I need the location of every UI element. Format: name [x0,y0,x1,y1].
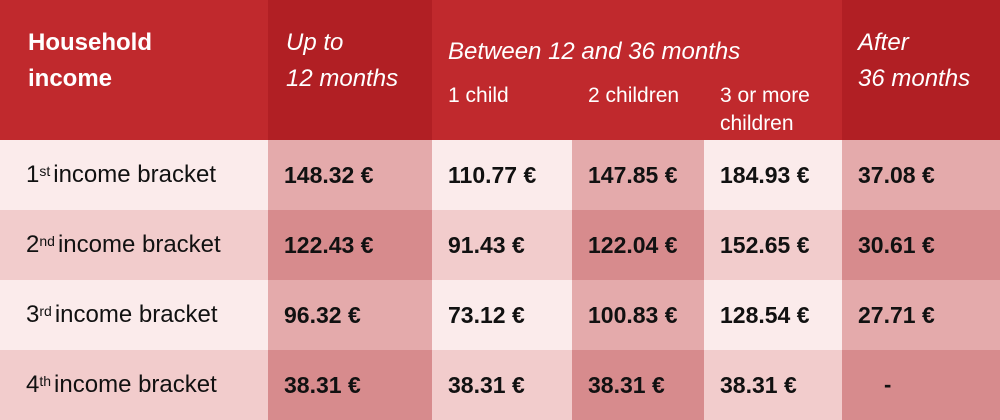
value-1-child: 110.77 € [432,140,572,210]
row-number: 3 [26,301,40,328]
row-ordinal-suffix: nd [39,233,55,249]
header-up-to-line1: Up to [286,29,344,56]
row-label-text: income bracket [54,301,218,328]
value-after-36-months: - [842,350,1000,420]
value-3-or-more-children: 152.65 € [704,210,842,280]
value-1-child: 73.12 € [432,280,572,350]
subheader-2-children: 2 children [572,80,704,140]
subheader-3-more-line1: 3 or more [720,84,810,107]
subheader-1-child: 1 child [432,80,572,140]
value-2-children: 122.04 € [572,210,704,280]
value-3-or-more-children: 38.31 € [704,350,842,420]
header-up-to-line2: 12 months [286,65,399,92]
value-up-to-12-months: 148.32 € [268,140,432,210]
header-household-income-line2: income [28,65,113,92]
subheader-3-or-more-children: 3 or more children [704,80,842,140]
header-household-income: Household income [0,0,268,140]
row-label-text: income bracket [53,161,216,188]
value-up-to-12-months: 122.43 € [268,210,432,280]
row-number: 2 [26,231,40,258]
row-ordinal-suffix: rd [39,303,52,319]
row-number: 4 [26,371,40,398]
value-up-to-12-months: 96.32 € [268,280,432,350]
subheader-3-more-line2: children [720,112,794,135]
header-between-12-and-36-months: Between 12 and 36 months [432,0,842,80]
value-2-children: 147.85 € [572,140,704,210]
row-ordinal-suffix: st [39,163,51,179]
value-after-36-months: 37.08 € [842,140,1000,210]
value-after-36-months: 27.71 € [842,280,1000,350]
header-after-line1: After [858,29,909,56]
value-1-child: 91.43 € [432,210,572,280]
header-after-36-months: After 36 months [842,0,1000,140]
value-after-36-months: 30.61 € [842,210,1000,280]
value-3-or-more-children: 184.93 € [704,140,842,210]
row-number: 1 [26,161,40,188]
value-up-to-12-months: 38.31 € [268,350,432,420]
header-household-income-line1: Household [28,29,152,56]
header-up-to-12-months: Up to 12 months [268,0,432,140]
row-label-text: income bracket [57,231,221,258]
value-3-or-more-children: 128.54 € [704,280,842,350]
header-after-line2: 36 months [858,65,971,92]
value-1-child: 38.31 € [432,350,572,420]
value-2-children: 38.31 € [572,350,704,420]
value-2-children: 100.83 € [572,280,704,350]
row-label-text: income bracket [54,371,217,398]
row-ordinal-suffix: th [39,373,52,389]
